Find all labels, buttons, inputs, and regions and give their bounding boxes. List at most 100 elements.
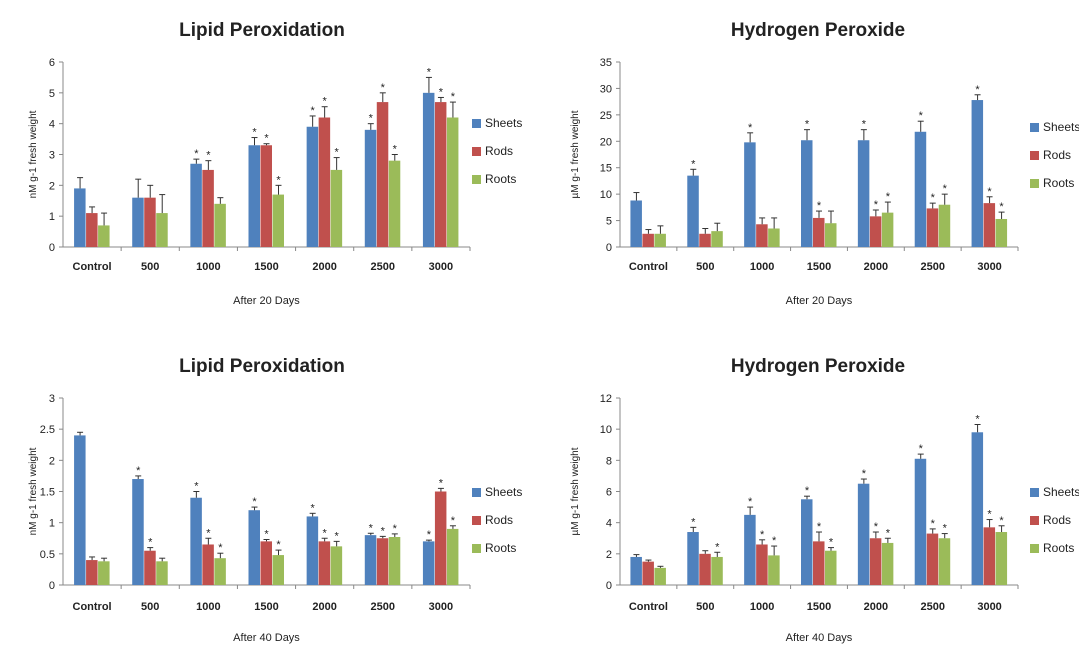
significance-marker: * [264, 528, 269, 540]
significance-marker: * [393, 144, 398, 156]
significance-marker: * [218, 542, 223, 554]
y-tick-label: 8 [606, 455, 612, 467]
significance-marker: * [252, 496, 257, 508]
y-tick-label: 25 [600, 110, 612, 122]
significance-marker: * [772, 535, 777, 547]
bar-sheets [744, 142, 756, 247]
x-tick-label: 2000 [864, 261, 888, 273]
bar-sheets [74, 188, 86, 247]
bar-sheets [364, 129, 377, 247]
bar-rods [756, 224, 768, 247]
bar-sheets [190, 163, 202, 247]
x-tick-label: 500 [696, 261, 714, 273]
significance-marker: * [829, 537, 834, 549]
bar-sheets [687, 175, 699, 247]
x-axis-label: After 20 Days [233, 295, 300, 307]
legend-swatch-sheets [472, 119, 481, 128]
significance-marker: * [817, 200, 822, 212]
y-tick-label: 0 [606, 242, 612, 254]
legend-label: Sheets [1043, 485, 1079, 499]
significance-marker: * [194, 148, 199, 160]
chart-panel-1: Lipid Peroxidation 0 1 2 3 4 5 6 nM g-1 fresh we… [28, 20, 522, 307]
legend: Sheets Rods Roots [472, 116, 522, 186]
x-tick-label: 1500 [254, 601, 278, 613]
bar-sheets [248, 510, 260, 585]
legend-swatch-roots [1030, 544, 1039, 553]
significance-marker: * [931, 192, 936, 204]
significance-marker: * [748, 122, 753, 134]
y-tick-label: 0 [49, 242, 55, 254]
y-tick-label: 0.5 [40, 549, 55, 561]
x-tick-label: 2500 [920, 601, 944, 613]
bar-roots [995, 532, 1008, 585]
x-tick-label: 500 [696, 601, 714, 613]
bar-rods [202, 169, 214, 247]
bar-roots [156, 561, 168, 585]
significance-marker: * [943, 523, 948, 535]
bar-roots [446, 528, 459, 585]
bar-roots [330, 546, 343, 585]
bar-rods [318, 541, 331, 585]
significance-marker: * [369, 522, 374, 534]
y-tick-label: 1.5 [40, 487, 55, 499]
significance-marker: * [715, 541, 720, 553]
bar-sheets [422, 541, 435, 585]
legend-swatch-sheets [472, 488, 481, 497]
y-tick-label: 2.5 [40, 424, 55, 436]
bar-roots [881, 542, 894, 585]
bar-rods [756, 544, 768, 585]
y-tick-label: 30 [600, 83, 612, 95]
bar-sheets [248, 145, 260, 247]
legend: Sheets Rods Roots [472, 485, 522, 555]
significance-marker: * [194, 481, 199, 493]
bar-roots [825, 223, 837, 247]
bar-roots [711, 231, 723, 247]
significance-marker: * [311, 105, 316, 117]
significance-marker: * [335, 147, 340, 159]
y-tick-label: 4 [49, 119, 55, 131]
bar-roots [272, 555, 284, 585]
bar-rods [699, 553, 711, 585]
significance-marker: * [975, 413, 980, 425]
bar-sheets [132, 479, 144, 585]
significance-marker: * [999, 515, 1004, 527]
y-tick-label: 0 [49, 580, 55, 592]
bar-rods [86, 560, 98, 585]
y-tick-label: 3 [49, 393, 55, 405]
x-tick-label: 2000 [312, 261, 336, 273]
x-tick-label: 2500 [920, 261, 944, 273]
bar-sheets [630, 200, 642, 247]
bar-sheets [687, 532, 699, 585]
bar-roots [654, 567, 666, 585]
bar-sheets [801, 140, 813, 247]
bar-rods [260, 145, 272, 247]
bar-roots [938, 204, 951, 247]
significance-marker: * [427, 529, 432, 541]
legend-swatch-rods [1030, 151, 1039, 160]
significance-marker: * [886, 527, 891, 539]
bar-sheets [74, 435, 86, 585]
significance-marker: * [975, 84, 980, 96]
legend-label: Roots [485, 541, 516, 555]
y-tick-label: 5 [49, 88, 55, 100]
bar-rods [926, 208, 939, 247]
legend-swatch-sheets [1030, 123, 1039, 132]
y-axis-label: nM g-1 fresh weight [28, 447, 39, 535]
y-tick-label: 5 [606, 216, 612, 228]
significance-marker: * [862, 468, 867, 480]
significance-marker: * [427, 66, 432, 78]
chart-panel-2: Hydrogen Peroxide 0 5 10 15 20 25 30 35 µM g-1 fr… [570, 20, 1079, 307]
x-tick-label: Control [73, 601, 112, 613]
bar-sheets [857, 483, 870, 585]
significance-marker: * [886, 191, 891, 203]
bar-sheets [857, 140, 870, 247]
significance-marker: * [264, 133, 269, 145]
significance-marker: * [862, 119, 867, 131]
significance-marker: * [323, 96, 328, 108]
significance-marker: * [148, 537, 153, 549]
significance-marker: * [323, 527, 328, 539]
legend-swatch-roots [472, 544, 481, 553]
bar-rods [260, 541, 272, 585]
legend-swatch-sheets [1030, 488, 1039, 497]
legend-swatch-rods [1030, 516, 1039, 525]
